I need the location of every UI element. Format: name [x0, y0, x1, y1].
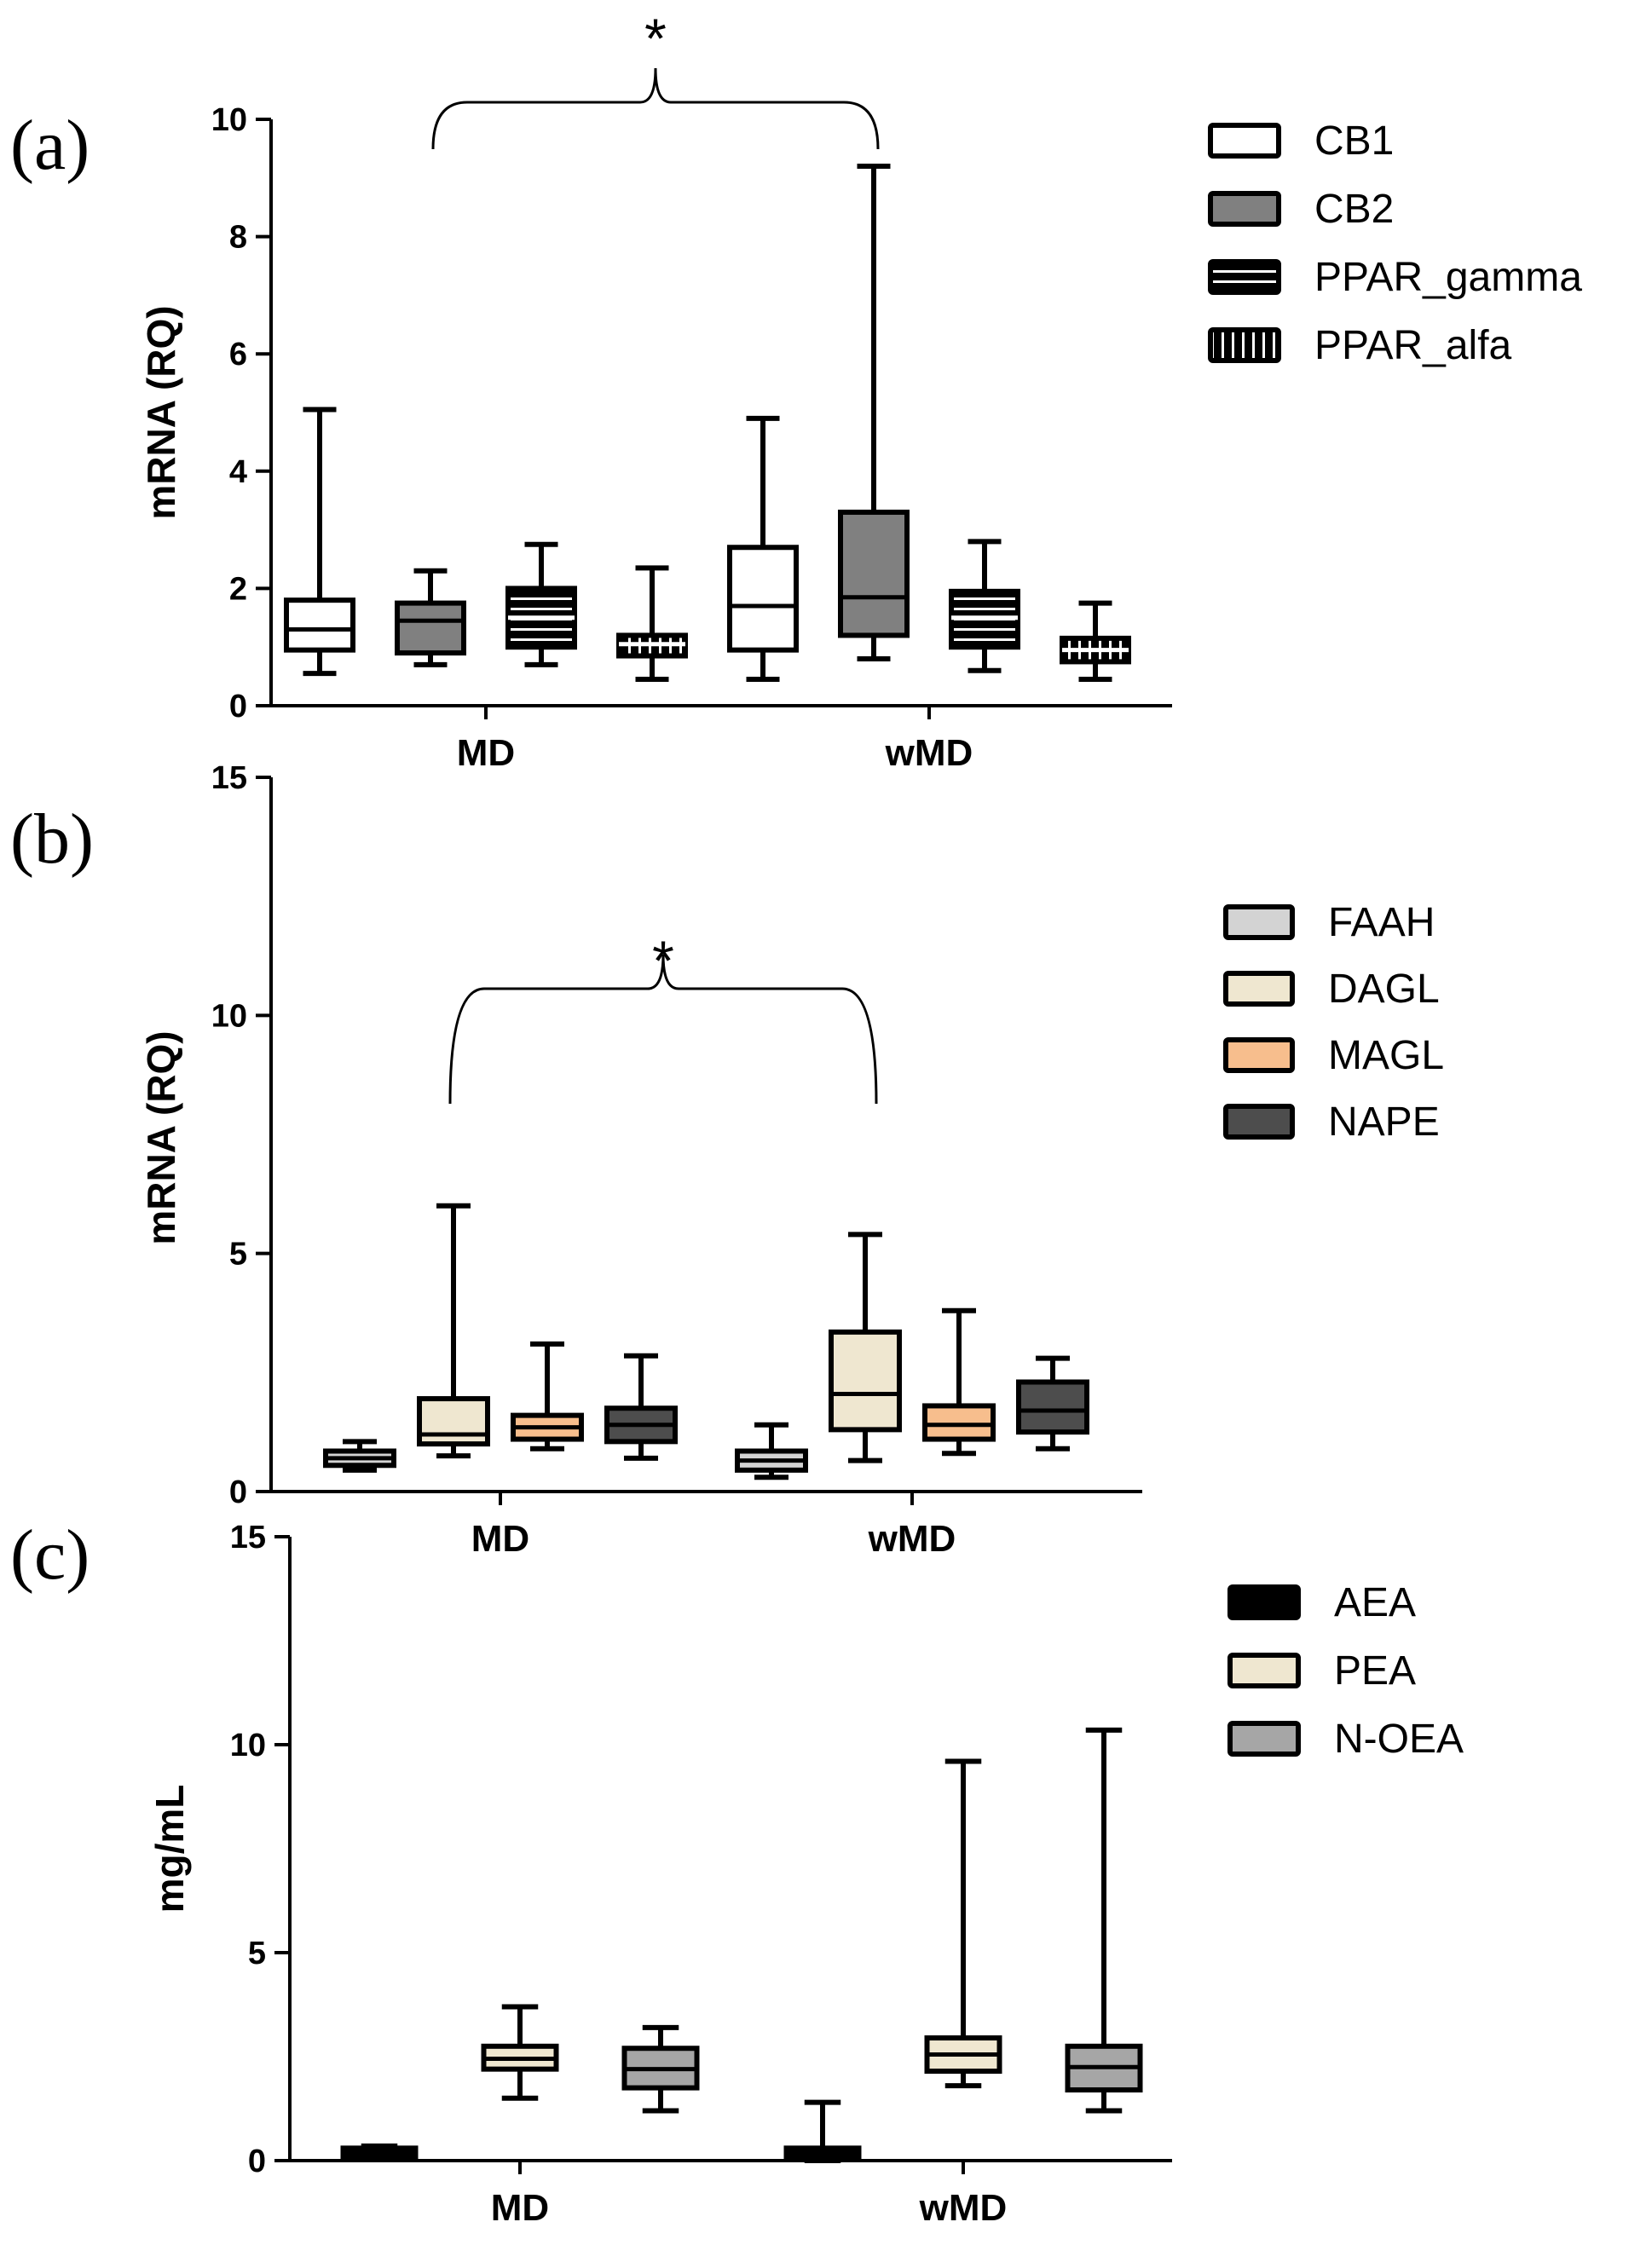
significance-marker: * — [644, 7, 667, 70]
y-tick-label: 0 — [229, 689, 247, 724]
box-iqr — [395, 600, 466, 656]
panel-a: (a) 0 2 4 6 8 10 mRNA (RQ) MD wMD * CB1 CB2 PPAR_gamm… — [10, 7, 1582, 774]
legend-swatch — [1208, 327, 1281, 363]
legend-swatch — [1223, 1037, 1295, 1073]
y-tick-label: 0 — [229, 1475, 247, 1510]
legend-swatch — [1208, 123, 1281, 159]
box-MAGL-wMD — [922, 1307, 996, 1457]
y-axis-title: mg/mL — [147, 1785, 192, 1913]
y-tick-label: 6 — [229, 337, 247, 372]
y-tick-label: 10 — [211, 998, 247, 1034]
legend-label: CB2 — [1314, 187, 1394, 232]
legend-label: PEA — [1334, 1648, 1416, 1694]
legend-label: NAPE — [1328, 1099, 1440, 1145]
box-iqr — [838, 509, 910, 638]
box-iqr — [1016, 1379, 1089, 1435]
legend-label: PPAR_alfa — [1314, 323, 1512, 368]
y-tick-label: 2 — [229, 571, 247, 607]
legend-swatch — [1223, 971, 1295, 1007]
panel-label: (a) — [10, 106, 90, 185]
legend-label: DAGL — [1328, 967, 1440, 1012]
box-PPAR_alfa-MD — [616, 565, 688, 683]
box-PPAR_gamma-MD — [505, 541, 577, 667]
legend: CB1 CB2 PPAR_gamma PPAR_alfa — [1208, 118, 1582, 368]
panel-b: (b) 0 5 10 15 mRNA (RQ) MD wMD * FAAH DAGL MAGL NAPE — [10, 760, 1444, 1560]
box-CB2-MD — [395, 568, 466, 667]
y-tick-label: 5 — [248, 1936, 266, 1971]
box-PPAR_gamma-wMD — [949, 539, 1020, 673]
box-iqr — [284, 597, 355, 653]
y-tick-label: 15 — [211, 760, 247, 796]
legend-label: N-OEA — [1334, 1717, 1464, 1762]
box-N-OEA-MD — [621, 2024, 700, 2114]
box-CB2-wMD — [838, 164, 910, 661]
legend-label: PPAR_gamma — [1314, 255, 1582, 300]
box-FAAH-MD — [323, 1439, 396, 1473]
box-N-OEA-wMD — [1065, 1727, 1143, 2114]
legend-swatch — [1227, 1584, 1301, 1620]
box-DAGL-MD — [417, 1203, 490, 1459]
legend-swatch — [1208, 191, 1281, 227]
legend-swatch — [1208, 259, 1281, 295]
legend-label: AEA — [1334, 1580, 1416, 1625]
box-iqr — [417, 1396, 490, 1447]
legend-swatch — [1223, 904, 1295, 940]
legend: FAAH DAGL MAGL NAPE — [1223, 900, 1444, 1145]
y-axis-title: mRNA (RQ) — [139, 305, 183, 519]
box-CB1-MD — [284, 407, 355, 677]
box-iqr — [922, 1403, 996, 1442]
panel-c: (c) 0 5 10 15 mg/mL MD wMD AEA PEA N-OEA — [10, 1515, 1464, 2229]
legend-swatch — [1227, 1721, 1301, 1757]
y-tick-label: 10 — [211, 102, 247, 138]
y-axis-title: mRNA (RQ) — [139, 1030, 183, 1244]
significance-bracket — [448, 954, 878, 1105]
x-tick-label: MD — [491, 2187, 549, 2229]
x-tick-label: wMD — [868, 1518, 956, 1560]
panel-label: (b) — [10, 799, 94, 879]
y-tick-label: 15 — [230, 1520, 266, 1555]
box-FAAH-wMD — [735, 1422, 808, 1480]
box-PEA-MD — [481, 2004, 559, 2101]
box-PPAR_alfa-wMD — [1060, 600, 1131, 683]
x-tick-label: wMD — [885, 732, 973, 774]
y-tick-label: 4 — [229, 454, 247, 490]
y-tick-label: 8 — [229, 220, 247, 256]
legend-swatch — [1223, 1104, 1295, 1140]
significance-bracket — [431, 67, 880, 150]
legend-label: FAAH — [1328, 900, 1435, 945]
y-tick-label: 5 — [229, 1237, 247, 1273]
legend-label: CB1 — [1314, 118, 1394, 164]
x-tick-label: wMD — [919, 2187, 1008, 2229]
box-NAPE-wMD — [1016, 1355, 1089, 1451]
box-AEA-wMD — [783, 2099, 862, 2163]
y-tick-label: 0 — [248, 2144, 266, 2179]
x-tick-label: MD — [471, 1518, 529, 1560]
box-AEA-MD — [340, 2143, 419, 2160]
box-iqr — [829, 1329, 902, 1433]
x-tick-label: MD — [457, 732, 515, 774]
legend: AEA PEA N-OEA — [1227, 1580, 1464, 1762]
box-DAGL-wMD — [829, 1232, 902, 1463]
significance-marker: * — [652, 929, 674, 992]
legend-swatch — [1227, 1653, 1301, 1688]
box-PEA-wMD — [924, 1758, 1002, 2089]
box-CB1-wMD — [727, 415, 799, 683]
legend-label: MAGL — [1328, 1033, 1444, 1078]
box-iqr — [727, 545, 799, 653]
box-MAGL-MD — [511, 1341, 584, 1451]
panel-label: (c) — [10, 1515, 90, 1595]
box-NAPE-MD — [604, 1353, 678, 1461]
y-tick-label: 10 — [230, 1728, 266, 1763]
